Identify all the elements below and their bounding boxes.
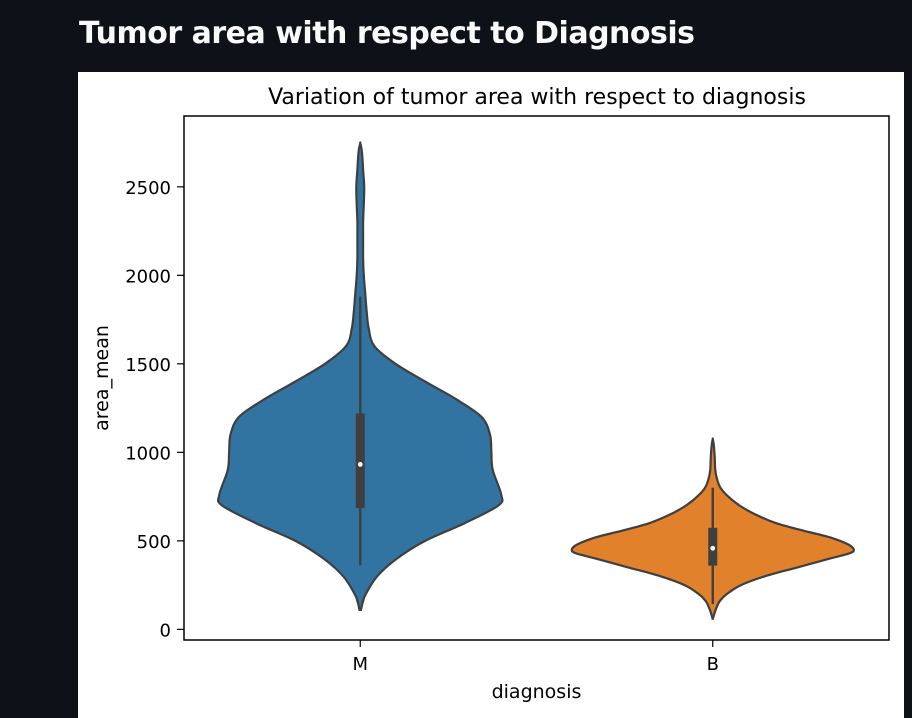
x-axis-label: diagnosis: [492, 681, 582, 703]
y-tick-label: 2000: [125, 266, 171, 287]
plot-frame: [183, 115, 890, 641]
y-tick-label: 0: [160, 620, 171, 641]
iqr-box-M: [355, 413, 365, 509]
chart-title: Variation of tumor area with respect to …: [268, 85, 806, 110]
chart-figure: Variation of tumor area with respect to …: [78, 72, 904, 718]
violin-chart: Variation of tumor area with respect to …: [91, 85, 890, 703]
y-axis-label: area_mean: [91, 325, 113, 431]
median-marker-B: [710, 545, 716, 551]
y-tick-label: 1000: [125, 443, 171, 464]
y-tick-label: 500: [137, 532, 171, 553]
x-tick-label: B: [707, 654, 719, 675]
y-tick-label: 2500: [125, 178, 171, 199]
x-tick-label: M: [352, 654, 368, 675]
median-marker-M: [357, 461, 363, 467]
y-tick-label: 1500: [125, 355, 171, 376]
violins-layer: [216, 141, 855, 620]
page-heading: Tumor area with respect to Diagnosis: [79, 16, 695, 51]
y-axis: 0 500 1000 1500 2000 2500: [125, 178, 184, 641]
